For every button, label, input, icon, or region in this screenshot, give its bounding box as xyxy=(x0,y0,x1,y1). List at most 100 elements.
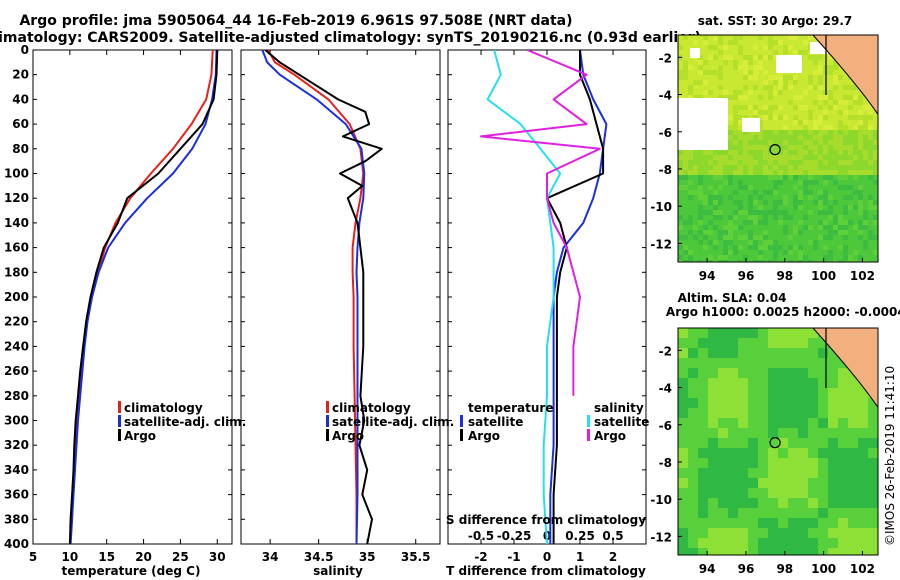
map-cell xyxy=(728,388,738,398)
map-cell xyxy=(758,328,768,338)
map-cell xyxy=(723,255,728,260)
map-cell xyxy=(778,245,783,250)
map-cell xyxy=(833,150,838,155)
map-cell xyxy=(838,240,843,245)
map-cell xyxy=(838,70,843,75)
map-cell xyxy=(688,408,698,418)
map-y-tick-label: -2 xyxy=(659,344,672,358)
map-cell xyxy=(683,65,688,70)
map-cell xyxy=(803,260,808,262)
map-cell xyxy=(718,80,723,85)
map-cell xyxy=(863,155,868,160)
map-cell xyxy=(808,255,813,260)
map-cell xyxy=(788,130,793,135)
map-cell xyxy=(743,60,748,65)
map-cell xyxy=(798,50,803,55)
map-cell xyxy=(758,160,763,165)
map-cell xyxy=(768,50,773,55)
map-cell xyxy=(708,388,718,398)
map-cell xyxy=(693,90,698,95)
map-cell xyxy=(763,150,768,155)
map-cell xyxy=(768,240,773,245)
map-cell xyxy=(848,528,858,538)
map-cell xyxy=(798,428,808,438)
x-tick-label: 34.5 xyxy=(304,550,334,564)
map-cell xyxy=(798,328,808,338)
map-cell xyxy=(783,200,788,205)
map-cell xyxy=(708,95,713,100)
map-cell xyxy=(703,185,708,190)
map-cell xyxy=(833,115,838,120)
map-cell xyxy=(748,90,753,95)
map-cell xyxy=(833,75,838,80)
map-cell xyxy=(833,205,838,210)
map-cell xyxy=(838,145,843,150)
map-cell xyxy=(818,125,823,130)
map-cell xyxy=(683,55,688,60)
map-cell xyxy=(733,255,738,260)
map-cell xyxy=(798,398,808,408)
map-cell xyxy=(748,210,753,215)
map-cell xyxy=(813,170,818,175)
temperature-legend: climatology satellite-adj. clim. Argo xyxy=(118,401,246,443)
map-cell xyxy=(783,225,788,230)
map-cell xyxy=(733,150,738,155)
map-cell xyxy=(848,478,858,488)
map-cell xyxy=(698,35,703,40)
map-cell xyxy=(793,195,798,200)
map-cell xyxy=(678,95,683,100)
argo-position-marker xyxy=(769,144,781,156)
map-cell xyxy=(818,90,823,95)
map-cell xyxy=(743,150,748,155)
map-cell xyxy=(808,165,813,170)
plot-frame xyxy=(447,49,647,545)
map-cell xyxy=(848,95,853,100)
map-cell xyxy=(818,190,823,195)
map-cell xyxy=(723,225,728,230)
sla-map: 94 96 98 100 102-2-4-6-8-10-12 xyxy=(650,327,879,576)
map-cell xyxy=(688,328,698,338)
y-tick-label: 280 xyxy=(4,389,29,403)
map-cell xyxy=(688,35,693,40)
map-cell xyxy=(728,215,733,220)
map-cell xyxy=(838,65,843,70)
map-cell xyxy=(698,328,708,338)
x2-tick-label: 0.5 xyxy=(602,529,623,543)
map-cell xyxy=(863,105,868,110)
map-cell xyxy=(758,398,768,408)
map-cell xyxy=(778,205,783,210)
map-cell xyxy=(768,225,773,230)
map-cell xyxy=(708,488,718,498)
map-cell xyxy=(863,120,868,125)
map-cell xyxy=(708,200,713,205)
map-cell xyxy=(828,110,833,115)
map-cell xyxy=(678,185,683,190)
map-cell xyxy=(798,180,803,185)
map-cell xyxy=(868,508,878,518)
legend-title-salinity: salinity xyxy=(594,401,644,415)
map-cell xyxy=(788,488,798,498)
map-cell xyxy=(803,240,808,245)
map-cell xyxy=(738,478,748,488)
map-cell xyxy=(768,348,778,358)
map-cell xyxy=(703,80,708,85)
map-cell xyxy=(698,75,703,80)
map-cell xyxy=(763,180,768,185)
map-cell xyxy=(828,165,833,170)
map-cell xyxy=(773,225,778,230)
map-cell xyxy=(788,468,798,478)
map-cell xyxy=(803,50,808,55)
map-cell xyxy=(788,250,793,255)
map-cell xyxy=(803,190,808,195)
map-cell xyxy=(713,60,718,65)
map-cell xyxy=(688,230,693,235)
map-cell xyxy=(818,140,823,145)
map-cell xyxy=(793,85,798,90)
map-cell xyxy=(863,140,868,145)
map-cell xyxy=(773,235,778,240)
y-tick-label: 40 xyxy=(12,92,29,106)
map-cell xyxy=(868,255,873,260)
sst-map: 94 96 98 100 102-2-4-6-8-10-12 xyxy=(650,34,879,283)
map-cell xyxy=(798,205,803,210)
map-cell xyxy=(803,140,808,145)
